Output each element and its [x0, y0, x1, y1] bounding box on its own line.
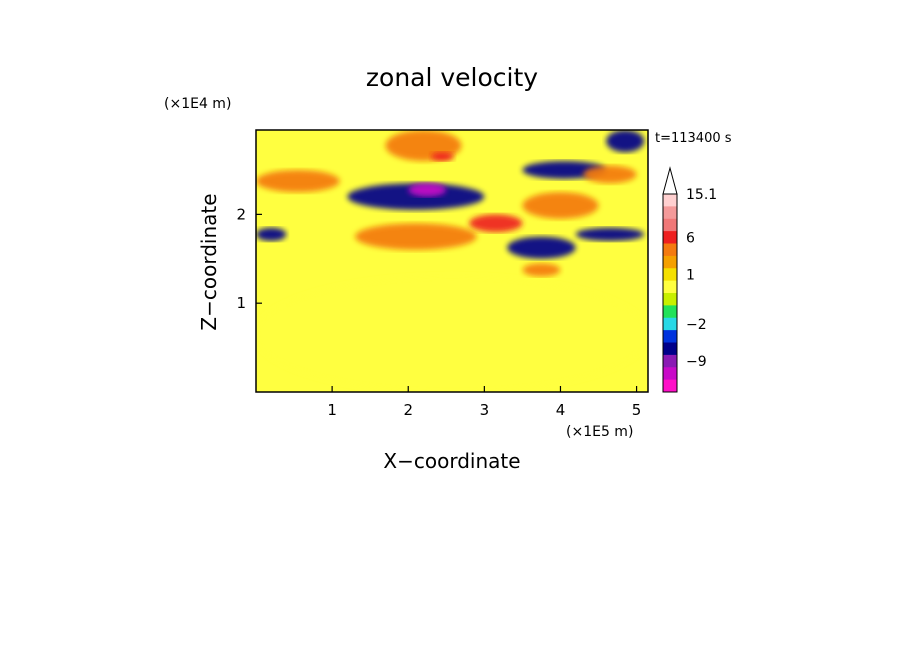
- field-band: [256, 169, 340, 193]
- colorbar-swatch: [663, 243, 677, 257]
- y-axis-label: Z−coordinate: [197, 193, 221, 330]
- colorbar-swatch: [663, 218, 677, 232]
- colorbar-swatch: [663, 317, 677, 331]
- colorbar-label: 6: [686, 230, 695, 246]
- colorbar-label: −9: [686, 354, 707, 370]
- x-tick-label: 4: [556, 401, 566, 419]
- colorbar-swatch: [663, 293, 677, 306]
- colorbar-swatch: [663, 268, 677, 282]
- field-band: [431, 152, 454, 162]
- colorbar-swatch: [663, 379, 677, 393]
- colorbar-label: 1: [686, 267, 695, 283]
- colorbar-frame: [662, 193, 678, 393]
- field-band: [469, 214, 523, 233]
- x-tick-label: 3: [480, 401, 490, 419]
- colorbar-label: 15.1: [686, 187, 717, 203]
- field-band: [575, 227, 645, 242]
- contour-field: [256, 130, 648, 392]
- time-label: t=113400 s: [655, 131, 732, 146]
- colorbar-swatch: [663, 231, 677, 244]
- field-band: [256, 227, 287, 242]
- plot-frame: [255, 129, 649, 393]
- colorbar-swatch: [663, 330, 677, 343]
- field-band: [408, 183, 447, 197]
- colorbar-swatch: [663, 342, 677, 356]
- x-tick-label: 2: [403, 401, 413, 419]
- field-band: [256, 276, 648, 392]
- field-band: [522, 263, 561, 277]
- colorbar-label: −2: [686, 317, 707, 333]
- field-band: [354, 223, 477, 250]
- colorbar-swatch: [663, 194, 677, 207]
- colorbar-swatch: [663, 280, 677, 294]
- x-axis-label: X−coordinate: [383, 449, 520, 473]
- colorbar-swatch: [663, 354, 677, 368]
- x-tick-label: 1: [327, 401, 337, 419]
- y-tick-label: 1: [236, 294, 246, 312]
- x-scale-label: (×1E5 m): [566, 424, 633, 440]
- y-scale-label: (×1E4 m): [164, 96, 231, 112]
- field-band: [606, 130, 645, 153]
- field-band: [347, 183, 485, 210]
- field-band: [522, 192, 599, 219]
- chart-title: zonal velocity: [366, 63, 538, 92]
- x-tick-label: 5: [632, 401, 642, 419]
- colorbar-swatch: [663, 255, 677, 269]
- y-tick-label: 2: [236, 205, 246, 223]
- field-band: [507, 236, 576, 259]
- colorbar-swatch: [663, 206, 677, 220]
- colorbar-swatch: [663, 367, 677, 381]
- colorbar-extend-arrow: [662, 166, 678, 195]
- field-band: [583, 165, 637, 184]
- colorbar: 15.1 6 1 −2 −9: [662, 166, 717, 393]
- colorbar-swatch: [663, 305, 677, 319]
